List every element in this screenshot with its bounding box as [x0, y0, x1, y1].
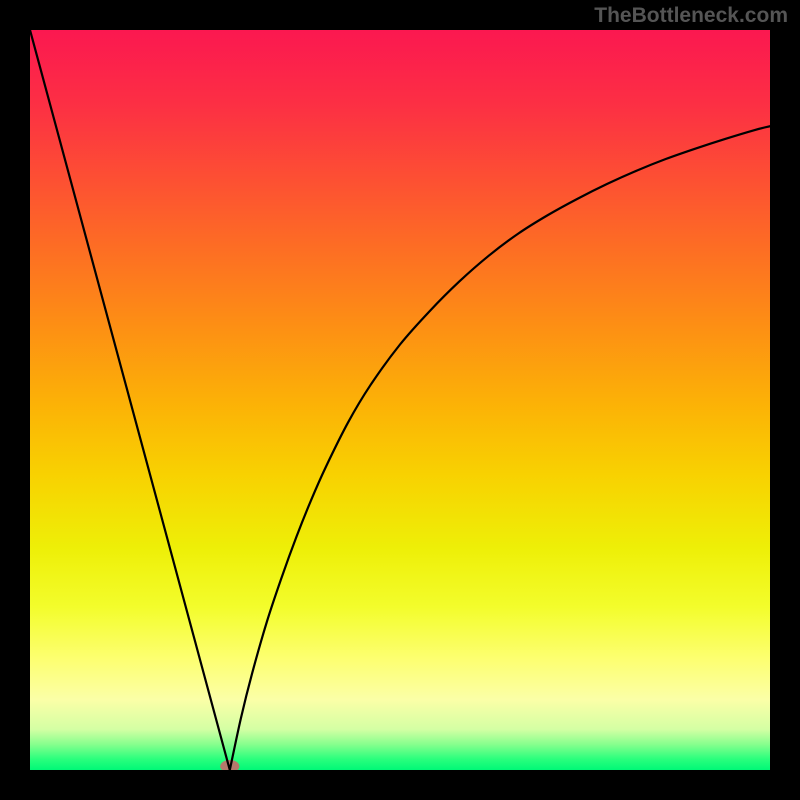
- gradient-background: [30, 30, 770, 770]
- chart-canvas: TheBottleneck.com: [0, 0, 800, 800]
- plot-area: [30, 30, 770, 770]
- plot-svg: [30, 30, 770, 770]
- watermark-text: TheBottleneck.com: [594, 4, 788, 28]
